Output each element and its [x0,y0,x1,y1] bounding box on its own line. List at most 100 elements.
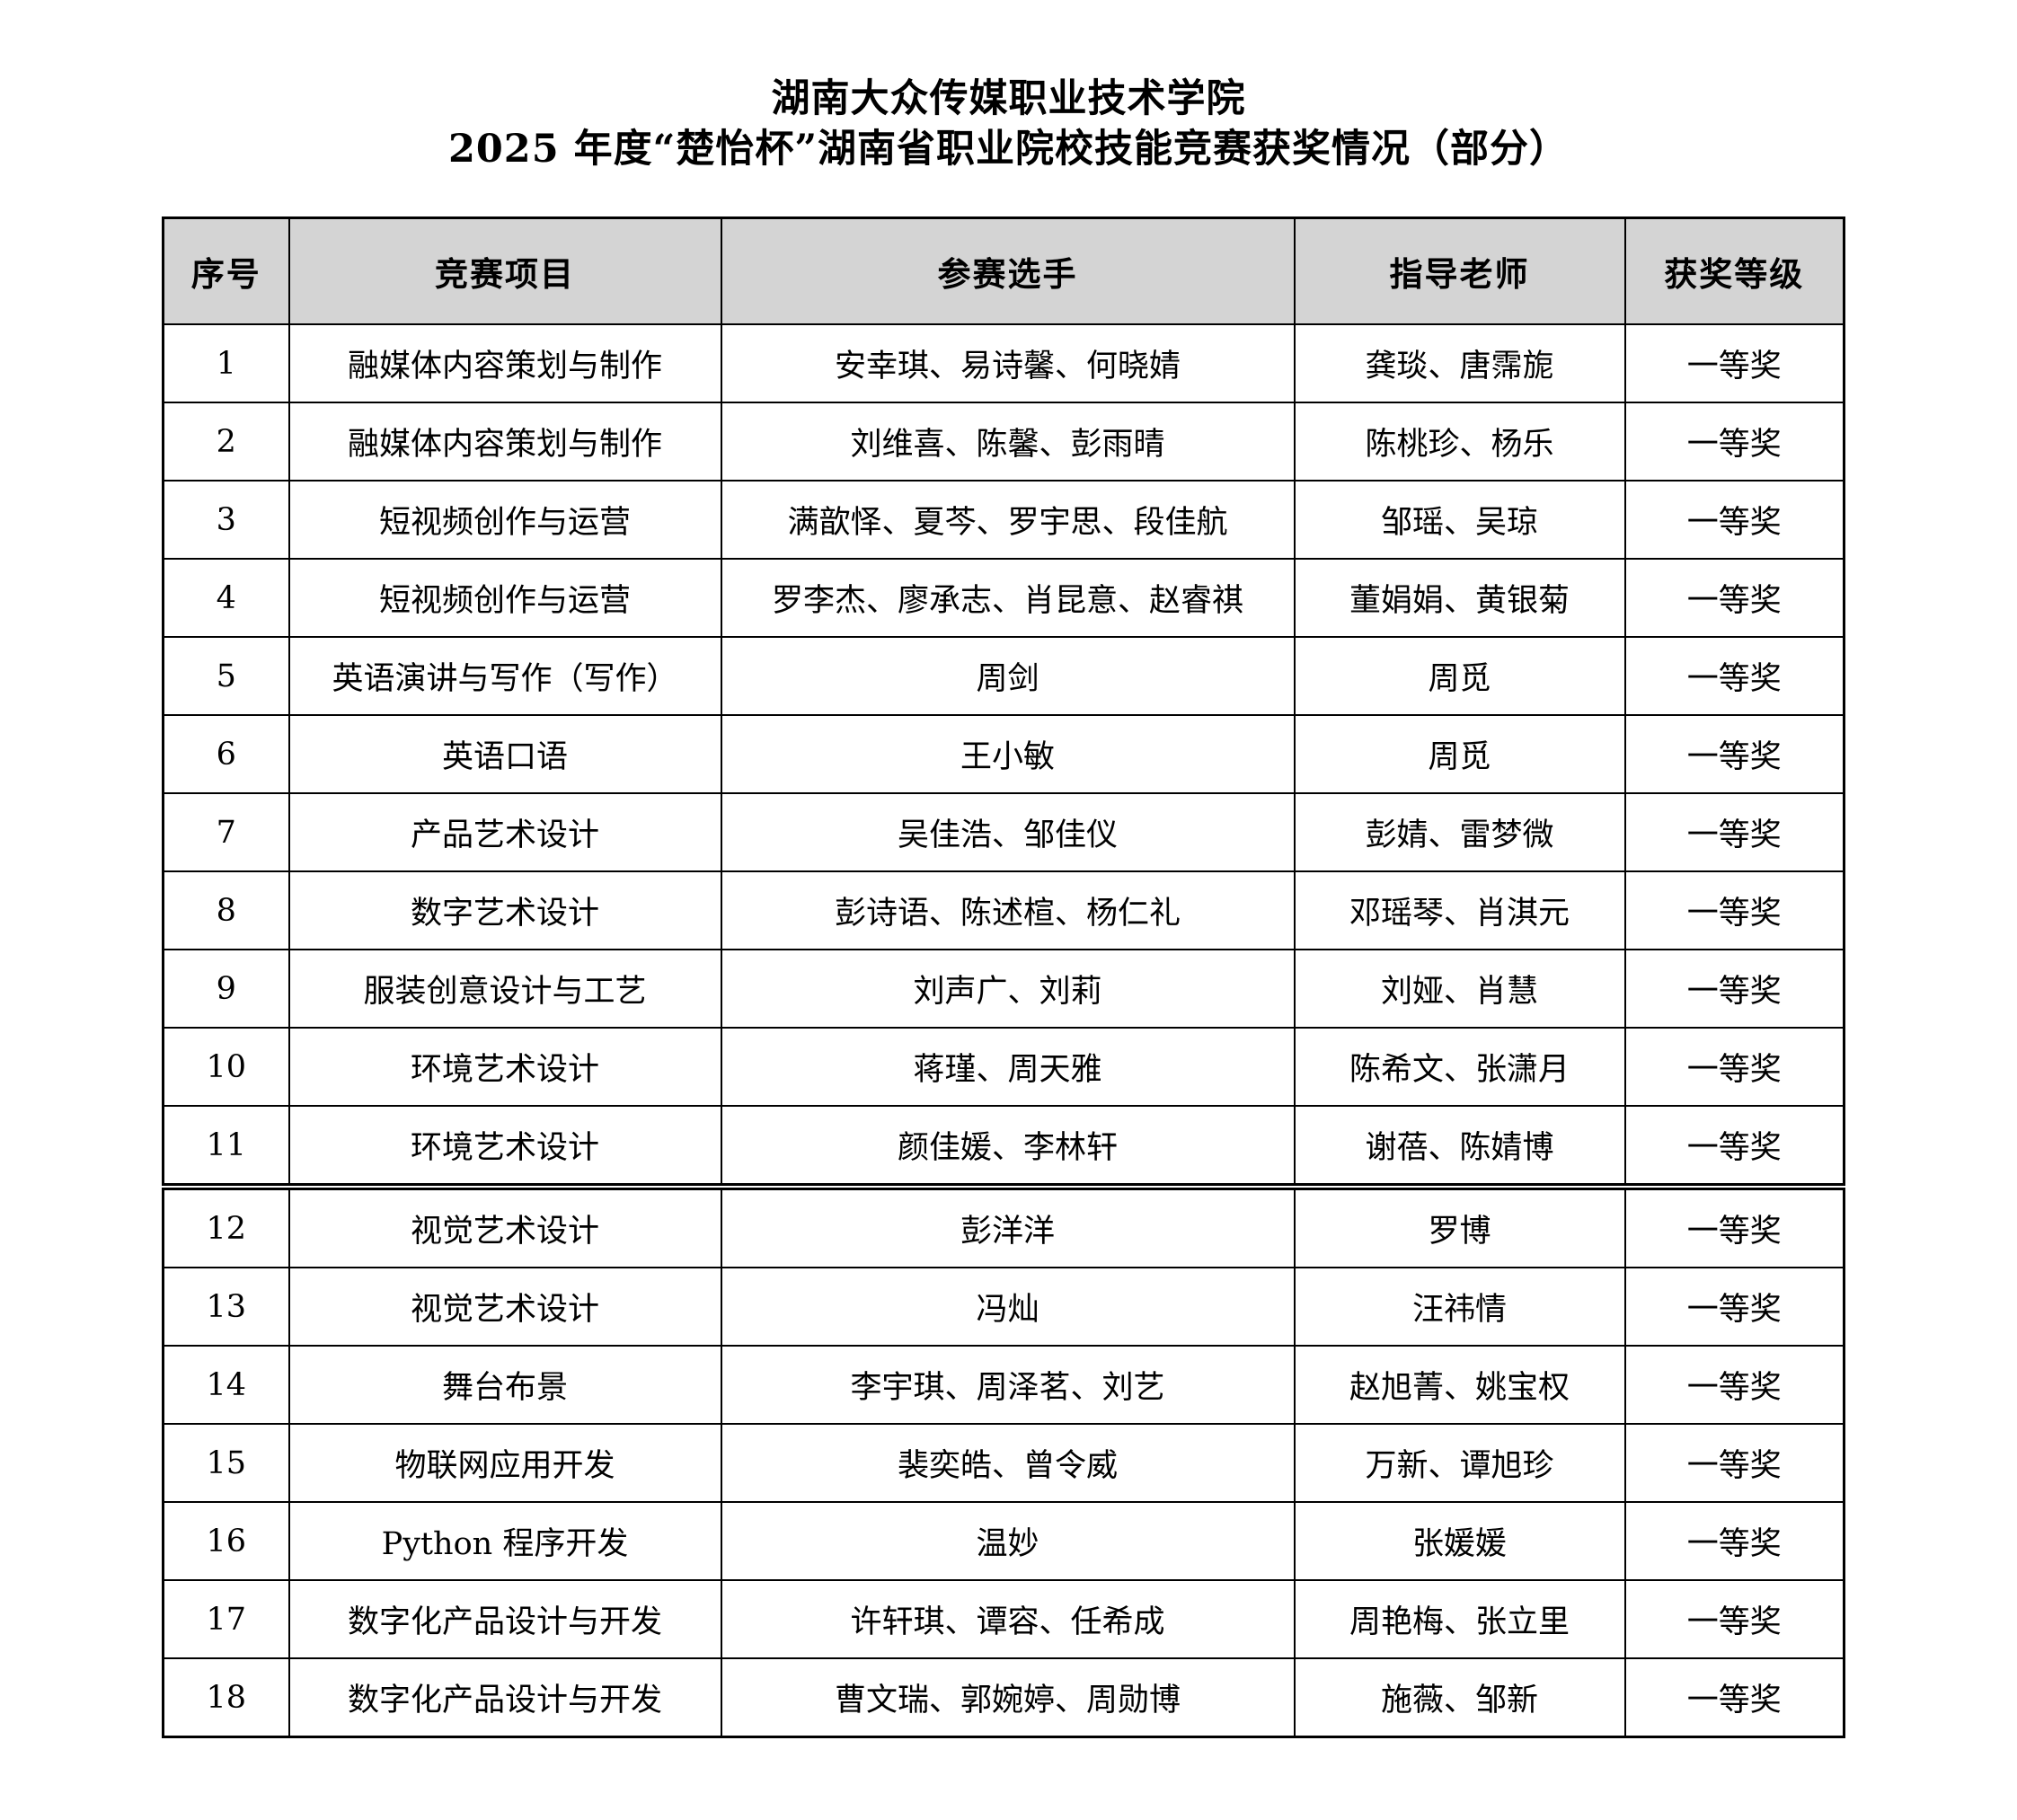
cell-contestants: 颜佳媛、李林轩 [720,1105,1296,1188]
cell-award: 一等奖 [1623,1501,1845,1581]
cell-contestants: 吴佳浩、邹佳仪 [720,792,1296,872]
table-row: 16 Python 程序开发 温妙 张媛媛 一等奖 [162,1501,1845,1581]
cell-contestants: 冯灿 [720,1267,1296,1347]
cell-award: 一等奖 [1623,1657,1845,1738]
cell-project: Python 程序开发 [288,1501,722,1581]
cell-teachers: 万新、谭旭珍 [1293,1423,1626,1503]
cell-no: 11 [162,1105,290,1188]
cell-contestants: 刘维喜、陈馨、彭雨晴 [720,402,1296,482]
table-header-row: 序号 竞赛项目 参赛选手 指导老师 获奖等级 [162,216,1845,325]
cell-project: 数字化产品设计与开发 [288,1657,722,1738]
cell-award: 一等奖 [1623,792,1845,872]
table-row: 3 短视频创作与运营 满歆怿、夏芩、罗宇思、段佳航 邹瑶、吴琼 一等奖 [162,480,1845,560]
cell-contestants: 周剑 [720,636,1296,716]
cell-project: 数字艺术设计 [288,870,722,950]
cell-contestants: 许轩琪、谭容、任希成 [720,1579,1296,1659]
cell-project: 环境艺术设计 [288,1105,722,1188]
cell-project: 环境艺术设计 [288,1027,722,1107]
cell-project: 视觉艺术设计 [288,1267,722,1347]
cell-award: 一等奖 [1623,636,1845,716]
cell-teachers: 罗博 [1293,1183,1626,1268]
cell-contestants: 安幸琪、易诗馨、何晓婧 [720,323,1296,403]
cell-project: 物联网应用开发 [288,1423,722,1503]
cell-teachers: 董娟娟、黄银菊 [1293,558,1626,638]
awards-table: 序号 竞赛项目 参赛选手 指导老师 获奖等级 1 融媒体内容策划与制作 安幸琪、… [162,216,1845,1738]
cell-teachers: 谢蓓、陈婧博 [1293,1105,1626,1188]
table-row: 1 融媒体内容策划与制作 安幸琪、易诗馨、何晓婧 龚琰、唐霈旎 一等奖 [162,323,1845,403]
table-row: 15 物联网应用开发 裴奕皓、曾令威 万新、谭旭珍 一等奖 [162,1423,1845,1503]
table-row: 11 环境艺术设计 颜佳媛、李林轩 谢蓓、陈婧博 一等奖 [162,1105,1845,1188]
cell-no: 5 [162,636,290,716]
cell-award: 一等奖 [1623,1267,1845,1347]
cell-award: 一等奖 [1623,558,1845,638]
cell-no: 12 [162,1183,290,1268]
table-row: 17 数字化产品设计与开发 许轩琪、谭容、任希成 周艳梅、张立里 一等奖 [162,1579,1845,1659]
cell-no: 14 [162,1345,290,1425]
header-project: 竞赛项目 [288,216,722,325]
table-row: 14 舞台布景 李宇琪、周泽茗、刘艺 赵旭菁、姚宝权 一等奖 [162,1345,1845,1425]
cell-no: 13 [162,1267,290,1347]
cell-teachers: 陈桃珍、杨乐 [1293,402,1626,482]
cell-project: 服装创意设计与工艺 [288,949,722,1029]
cell-no: 10 [162,1027,290,1107]
cell-award: 一等奖 [1623,714,1845,794]
cell-no: 1 [162,323,290,403]
cell-contestants: 罗李杰、廖承志、肖昆意、赵睿祺 [720,558,1296,638]
header-teachers: 指导老师 [1293,216,1626,325]
table-row: 9 服装创意设计与工艺 刘声广、刘莉 刘娅、肖慧 一等奖 [162,949,1845,1029]
doc-title-line2: 2025 年度“楚怡杯”湖南省职业院校技能竞赛获奖情况（部分） [447,127,1570,172]
cell-award: 一等奖 [1623,870,1845,950]
cell-award: 一等奖 [1623,323,1845,403]
doc-title-line1: 湖南大众传媒职业技术学院 [771,76,1246,121]
cell-award: 一等奖 [1623,1183,1845,1268]
cell-award: 一等奖 [1623,1345,1845,1425]
cell-teachers: 刘娅、肖慧 [1293,949,1626,1029]
cell-contestants: 刘声广、刘莉 [720,949,1296,1029]
cell-teachers: 邹瑶、吴琼 [1293,480,1626,560]
cell-no: 7 [162,792,290,872]
cell-contestants: 温妙 [720,1501,1296,1581]
table-row: 7 产品艺术设计 吴佳浩、邹佳仪 彭婧、雷梦微 一等奖 [162,792,1845,872]
cell-teachers: 龚琰、唐霈旎 [1293,323,1626,403]
cell-contestants: 彭洋洋 [720,1183,1296,1268]
table-row: 8 数字艺术设计 彭诗语、陈述楦、杨仁礼 邓瑶琴、肖淇元 一等奖 [162,870,1845,950]
cell-teachers: 周觅 [1293,714,1626,794]
header-no: 序号 [162,216,290,325]
table-row: 13 视觉艺术设计 冯灿 汪祎情 一等奖 [162,1267,1845,1347]
cell-award: 一等奖 [1623,1027,1845,1107]
cell-award: 一等奖 [1623,1105,1845,1188]
table-row: 5 英语演讲与写作（写作） 周剑 周觅 一等奖 [162,636,1845,716]
cell-contestants: 裴奕皓、曾令威 [720,1423,1296,1503]
cell-contestants: 曹文瑞、郭婉婷、周勋博 [720,1657,1296,1738]
cell-no: 6 [162,714,290,794]
cell-award: 一等奖 [1623,402,1845,482]
header-contestants: 参赛选手 [720,216,1296,325]
cell-no: 2 [162,402,290,482]
table-row: 6 英语口语 王小敏 周觅 一等奖 [162,714,1845,794]
cell-award: 一等奖 [1623,480,1845,560]
cell-project: 产品艺术设计 [288,792,722,872]
table-row: 10 环境艺术设计 蒋瑾、周天雅 陈希文、张潇月 一等奖 [162,1027,1845,1107]
cell-no: 4 [162,558,290,638]
cell-project: 数字化产品设计与开发 [288,1579,722,1659]
cell-project: 融媒体内容策划与制作 [288,323,722,403]
cell-contestants: 彭诗语、陈述楦、杨仁礼 [720,870,1296,950]
cell-no: 8 [162,870,290,950]
cell-project: 融媒体内容策划与制作 [288,402,722,482]
table-row: 12 视觉艺术设计 彭洋洋 罗博 一等奖 [162,1183,1845,1268]
table-row: 2 融媒体内容策划与制作 刘维喜、陈馨、彭雨晴 陈桃珍、杨乐 一等奖 [162,402,1845,482]
cell-project: 短视频创作与运营 [288,558,722,638]
cell-teachers: 汪祎情 [1293,1267,1626,1347]
cell-teachers: 赵旭菁、姚宝权 [1293,1345,1626,1425]
cell-project: 英语演讲与写作（写作） [288,636,722,716]
cell-teachers: 周艳梅、张立里 [1293,1579,1626,1659]
cell-no: 9 [162,949,290,1029]
cell-contestants: 李宇琪、周泽茗、刘艺 [720,1345,1296,1425]
cell-no: 18 [162,1657,290,1738]
cell-teachers: 施薇、邹新 [1293,1657,1626,1738]
cell-award: 一等奖 [1623,1423,1845,1503]
header-award: 获奖等级 [1623,216,1845,325]
cell-project: 舞台布景 [288,1345,722,1425]
cell-contestants: 满歆怿、夏芩、罗宇思、段佳航 [720,480,1296,560]
